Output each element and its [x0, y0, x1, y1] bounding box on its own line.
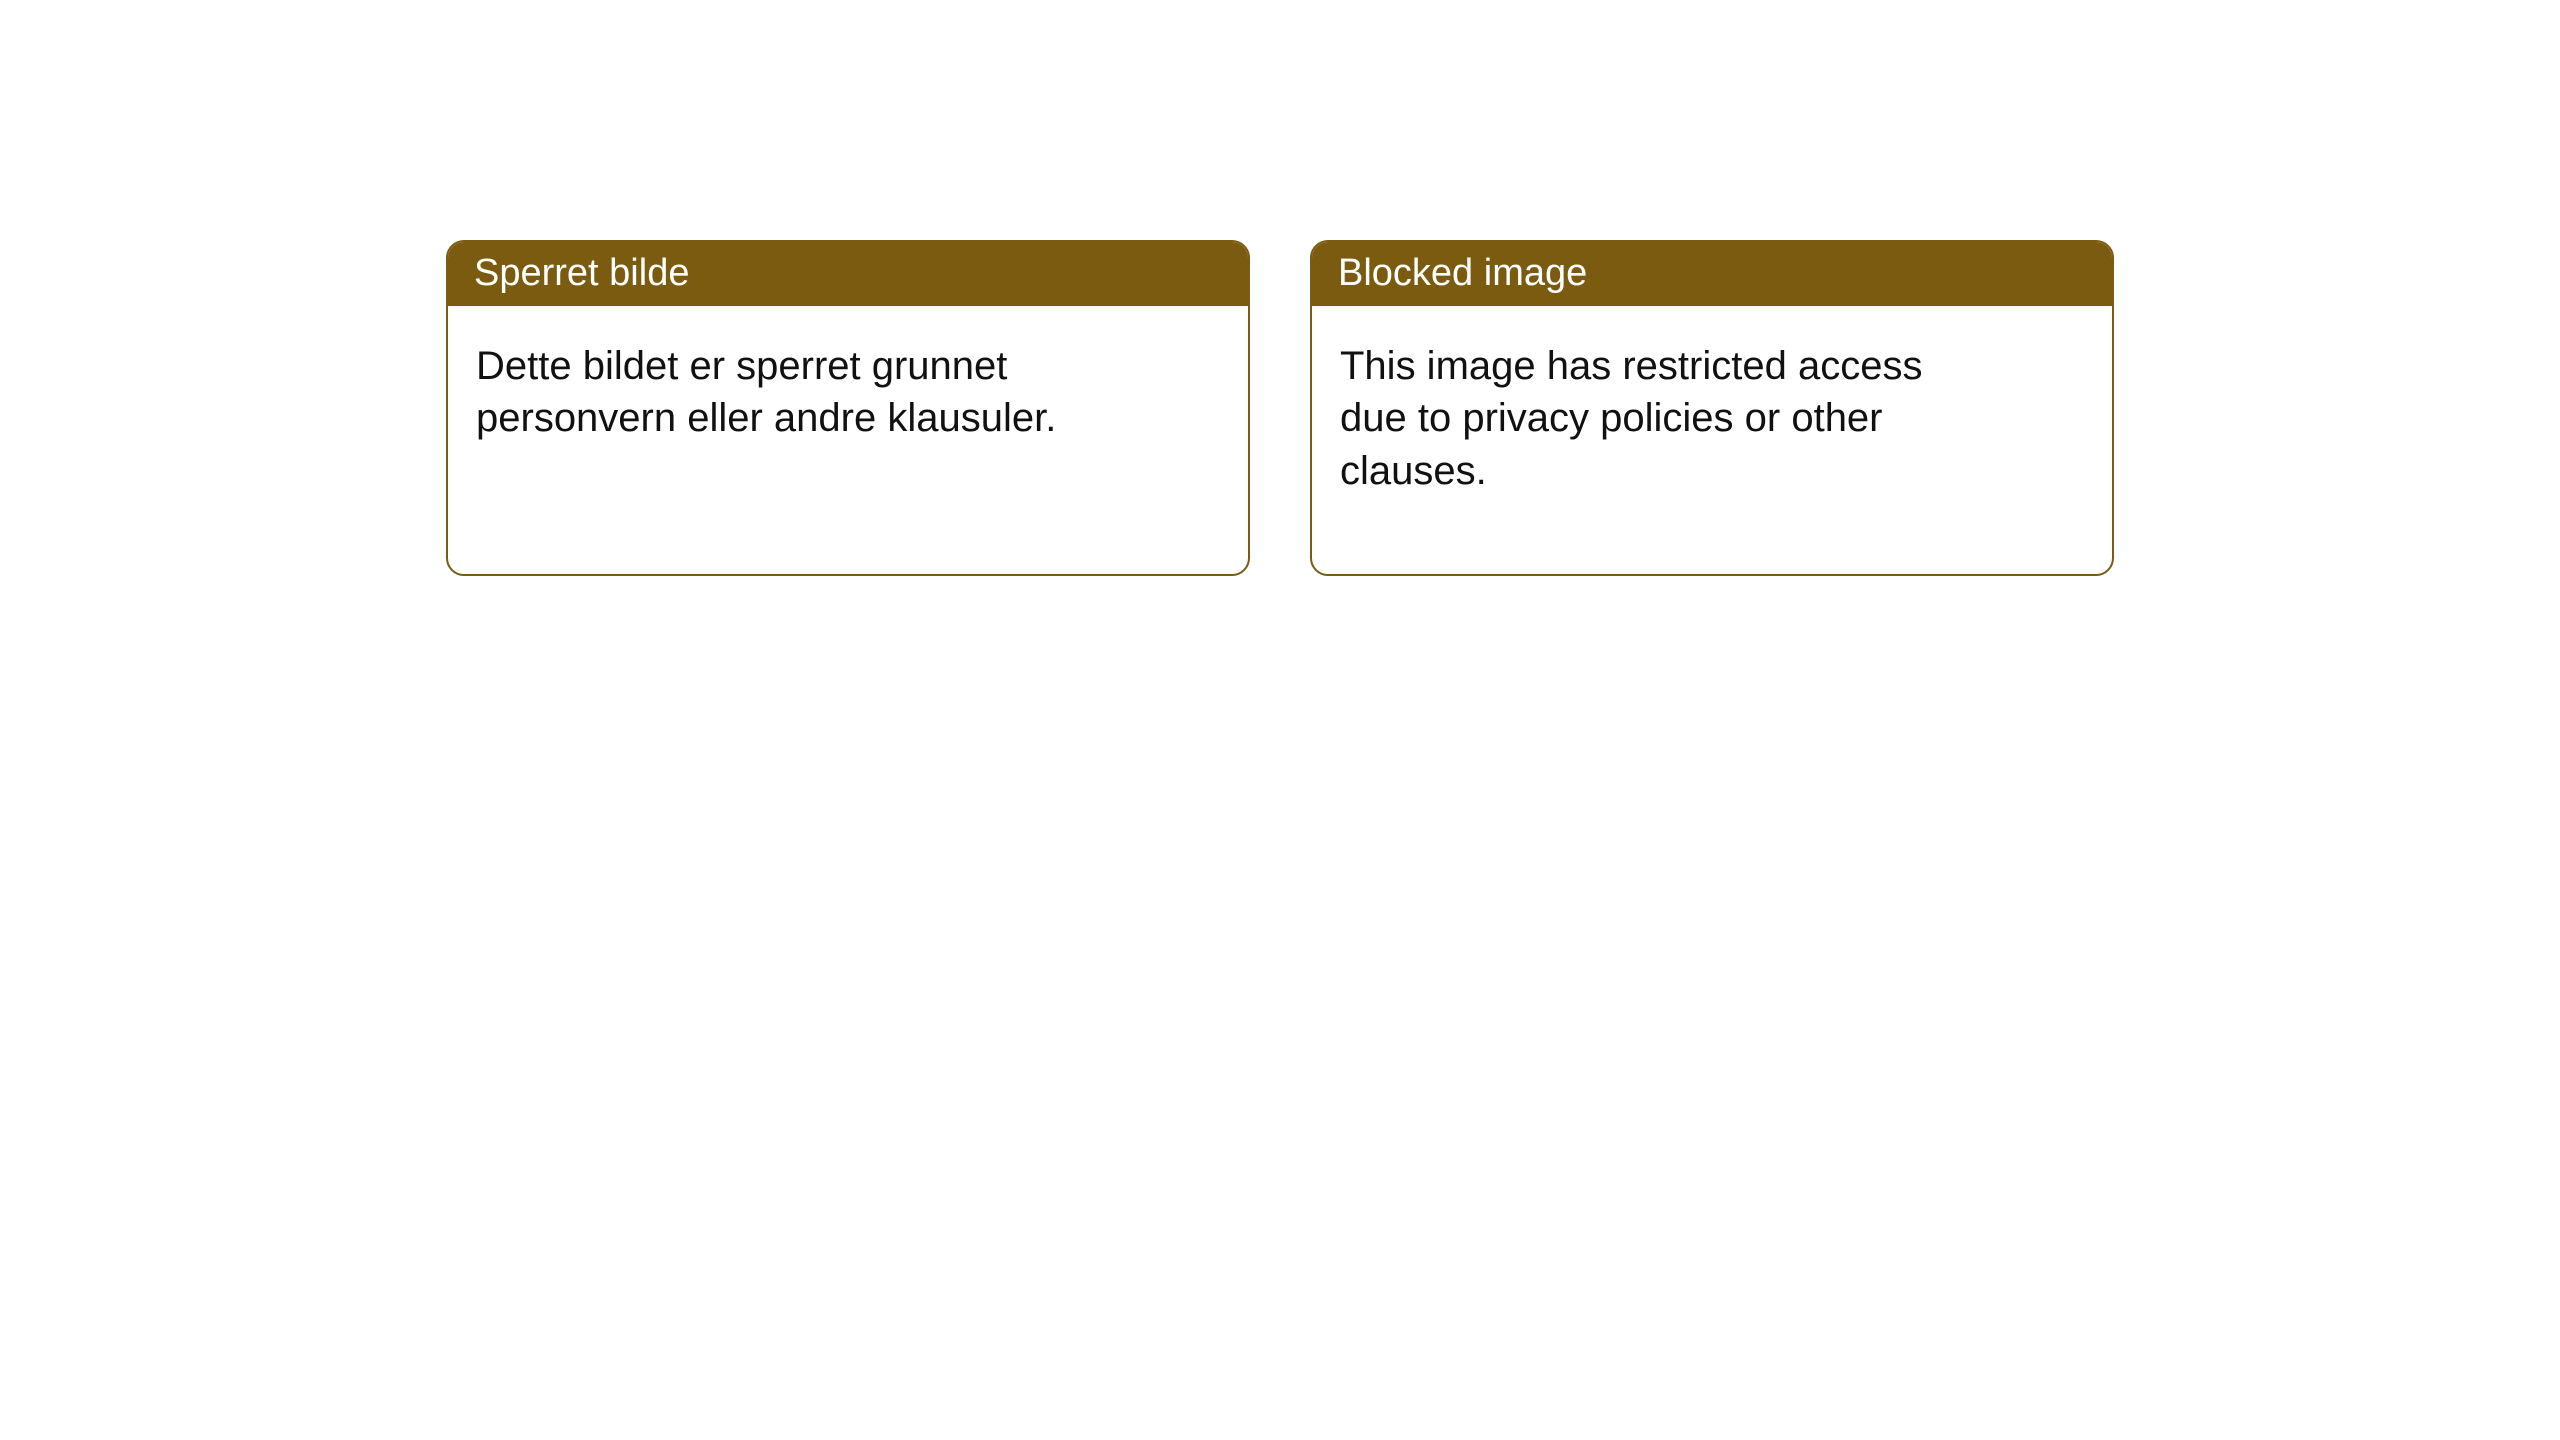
card-body-en: This image has restricted access due to …: [1312, 306, 2012, 532]
card-body-no: Dette bildet er sperret grunnet personve…: [448, 306, 1148, 480]
blocked-image-card-en: Blocked image This image has restricted …: [1310, 240, 2114, 576]
card-header-en: Blocked image: [1312, 242, 2112, 306]
notice-container: Sperret bilde Dette bildet er sperret gr…: [0, 0, 2560, 576]
card-header-no: Sperret bilde: [448, 242, 1248, 306]
blocked-image-card-no: Sperret bilde Dette bildet er sperret gr…: [446, 240, 1250, 576]
